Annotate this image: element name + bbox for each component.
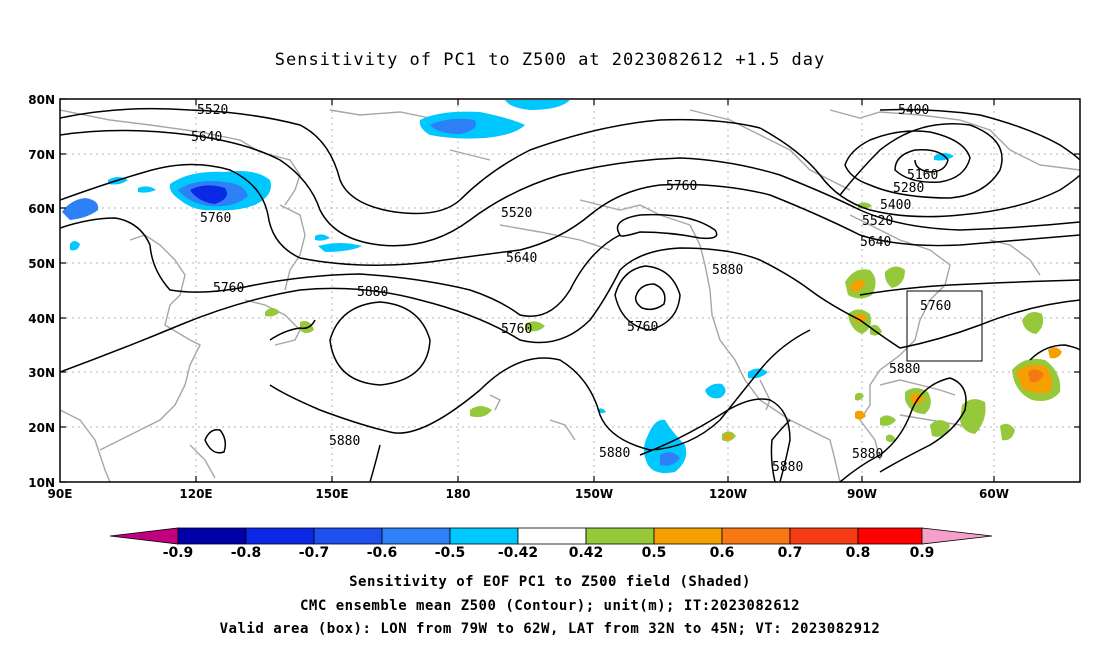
colorbar-segment [721,527,791,545]
lat-label: 40N [28,312,55,326]
contour-labels: 5520 5640 5760 5760 5880 5520 5640 5760 … [191,103,951,475]
contour-label-c5880a: 5880 [357,285,388,300]
contour-label-c5640b: 5640 [506,251,537,266]
colorbar-label: -0.9 [163,545,194,561]
colorbar-segment [517,527,587,545]
lon-label: 90E [48,487,73,501]
lat-label: 80N [28,93,55,107]
contour-label-c5640a: 5640 [191,130,222,145]
map-frame [59,98,1081,483]
caption-line-3: Valid area (box): LON from 79W to 62W, L… [219,621,881,637]
contour-label-c5640c: 5640 [860,235,891,250]
sensitivity-shading [62,100,1062,474]
lon-label: 90W [847,487,877,501]
colorbar-segment [789,527,859,545]
lon-label: 120W [709,487,747,501]
gridlines [60,99,1080,482]
colorbar-right-arrow [921,527,993,545]
lat-label: 30N [28,366,55,380]
colorbar-segment [381,527,451,545]
colorbar-segment [177,527,247,545]
contour-label-c5400b: 5400 [880,198,911,213]
valid-area-box [906,290,983,362]
latitude-labels: 80N 70N 60N 50N 40N 30N 20N 10N [28,93,55,490]
colorbar-segment [245,527,315,545]
lon-label: 120E [179,487,212,501]
colorbar [109,527,993,545]
contour-label-c5880f: 5880 [852,447,883,462]
longitude-labels: 90E 120E 150E 180 150W 120W 90W 60W [48,487,1009,501]
colorbar-left-arrow [109,527,179,545]
colorbar-segment [857,527,923,545]
z500-contours [60,107,1080,482]
colorbar-segment [653,527,723,545]
tick-marks [60,98,1080,483]
lat-label: 10N [28,476,55,490]
contour-label-c5520b: 5520 [501,206,532,221]
colorbar-labels: -0.9 -0.8 -0.7 -0.6 -0.5 -0.42 0.42 0.5 … [163,545,935,561]
colorbar-segment [585,527,655,545]
contour-label-c5400a: 5400 [898,103,929,118]
chart-title: Sensitivity of PC1 to Z500 at 2023082612… [274,50,826,70]
colorbar-label: -0.8 [231,545,262,561]
lon-label: 150E [315,487,348,501]
lat-label: 50N [28,257,55,271]
lon-label: 180 [445,487,470,501]
colorbar-label: 0.9 [910,545,935,561]
contour-label-c5760d: 5760 [627,320,658,335]
caption-line-2: CMC ensemble mean Z500 (Contour); unit(m… [299,598,800,614]
contour-label-c5280: 5280 [893,181,924,196]
contour-label-c5520a: 5520 [197,103,228,118]
contour-label-c5880d: 5880 [599,446,630,461]
caption-line-1: Sensitivity of EOF PC1 to Z500 field (Sh… [349,574,751,590]
contour-label-c5880b: 5880 [712,263,743,278]
contour-label-c5760a: 5760 [200,211,231,226]
contour-label-c5160: 5160 [907,168,938,183]
lat-label: 60N [28,202,55,216]
map-area [60,99,1080,482]
contour-label-c5880c: 5880 [329,434,360,449]
colorbar-segment [313,527,383,545]
contour-label-c5520c: 5520 [862,214,893,229]
lon-label: 60W [979,487,1009,501]
lat-label: 20N [28,421,55,435]
lon-label: 150W [575,487,613,501]
negative-region [62,198,99,220]
colorbar-label: -0.7 [299,545,330,561]
contour-label-c5760f: 5760 [920,299,951,314]
contour-label-c5880g: 5880 [889,362,920,377]
contour-label-c5760e: 5760 [666,179,697,194]
lat-label: 70N [28,148,55,162]
colorbar-label: 0.5 [642,545,667,561]
colorbar-label: 0.6 [710,545,735,561]
contour-label-c5880e: 5880 [772,460,803,475]
colorbar-label: 0.42 [569,545,604,561]
colorbar-label: -0.42 [498,545,538,561]
colorbar-segment [449,527,519,545]
colorbar-label: -0.6 [367,545,398,561]
contour-label-c5760c: 5760 [501,322,532,337]
colorbar-label: -0.5 [435,545,466,561]
contour-label-c5760b: 5760 [213,281,244,296]
colorbar-label: 0.8 [846,545,871,561]
colorbar-label: 0.7 [778,545,803,561]
